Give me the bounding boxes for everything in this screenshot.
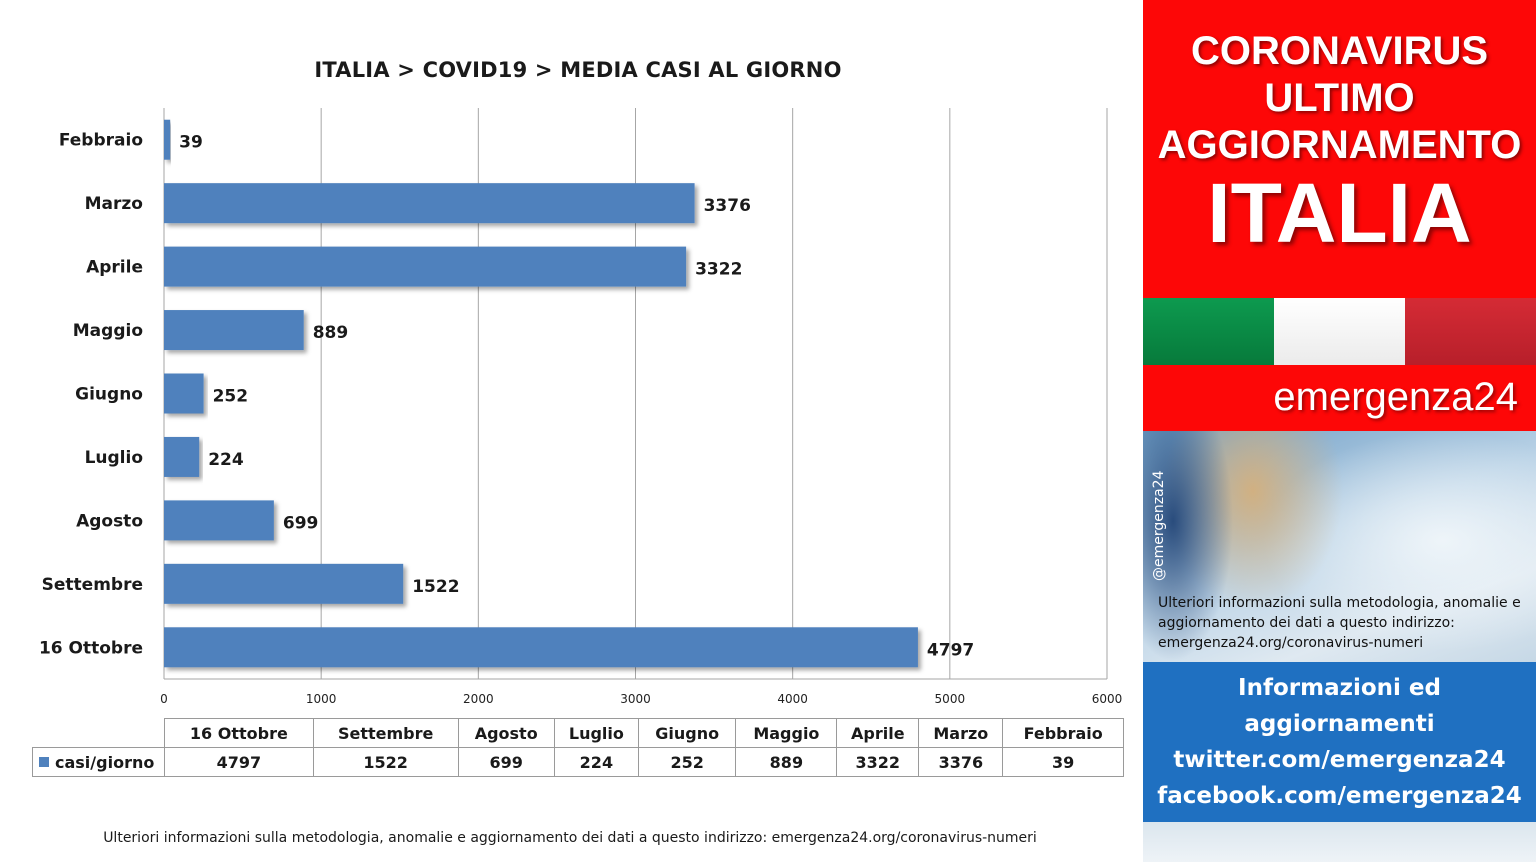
header-line: ULTIMO (1264, 76, 1415, 120)
y-category-label: Agosto (76, 511, 143, 531)
data-table-row: casi/giorno 4797 1522 699 224 252 889 33… (32, 747, 1124, 777)
data-label: 3322 (695, 260, 742, 280)
panel-note: Ulteriori informazioni sulla metodologia… (1158, 595, 1521, 651)
bar-chart: 0 1000 2000 3000 4000 5000 6000 39 Febbraio 3376 M… (39, 108, 1123, 706)
bar (164, 436, 200, 477)
data-table-cell: 224 (553, 747, 639, 777)
y-category-label: 16 Ottobre (39, 638, 143, 658)
brand-logo: emergenza24 (1273, 375, 1518, 419)
data-table-header-cell: Giugno (637, 718, 737, 748)
data-table-header-cell: Luglio (553, 718, 639, 748)
x-tick-label: 0 (160, 692, 168, 706)
panel-bottom-strip (1143, 822, 1536, 862)
data-table-header-row: 16 Ottobre Settembre Agosto Luglio Giugn… (33, 718, 1124, 748)
country-title: ITALIA (1207, 166, 1472, 260)
bar (164, 183, 695, 224)
bar (164, 310, 304, 351)
data-label: 1522 (412, 577, 459, 597)
header-line: CORONAVIRUS (1190, 29, 1489, 73)
flag-red-stripe (1405, 298, 1536, 365)
facebook-link[interactable]: facebook.com/emergenza24 (1157, 783, 1522, 809)
bar (164, 563, 404, 604)
brand-bar: emergenza24 (1143, 365, 1536, 431)
y-category-label: Luglio (85, 448, 143, 468)
y-category-label: Febbraio (59, 131, 143, 151)
bar (164, 500, 274, 541)
info-line: Informazioni ed (1238, 675, 1441, 701)
data-label: 4797 (927, 640, 974, 660)
bar (164, 373, 204, 414)
italian-flag (1143, 298, 1536, 365)
data-label: 224 (208, 450, 244, 470)
data-table-cell: 1522 (312, 747, 459, 777)
info-box: Informazioni ed aggiornamenti twitter.co… (1143, 662, 1536, 822)
y-category-label: Settembre (42, 575, 143, 595)
data-table-header-cell: Maggio (735, 718, 838, 748)
data-table-header-cell: Aprile (836, 718, 920, 748)
data-label: 889 (313, 323, 349, 343)
data-table: 16 Ottobre Settembre Agosto Luglio Giugn… (32, 718, 1124, 777)
data-label: 39 (179, 133, 203, 153)
x-tick-label: 1000 (306, 692, 337, 706)
data-table-cell: 699 (457, 747, 555, 777)
bar (164, 627, 918, 668)
flag-white-stripe (1274, 298, 1405, 365)
data-table-series-label: casi/giorno (32, 747, 165, 777)
y-category-label: Aprile (86, 258, 143, 278)
data-table-cell: 889 (735, 747, 838, 777)
data-label: 252 (213, 387, 249, 407)
y-category-label: Marzo (85, 194, 143, 214)
y-category-label: Giugno (75, 385, 143, 405)
panel-header: CORONAVIRUS ULTIMO AGGIORNAMENTO ITALIA (1143, 0, 1536, 298)
data-table-corner (33, 719, 165, 748)
chart-title: ITALIA > COVID19 > MEDIA CASI AL GIORNO (314, 58, 842, 82)
side-panel: CORONAVIRUS ULTIMO AGGIORNAMENTO ITALIA … (1143, 0, 1536, 862)
methodology-note: Ulteriori informazioni sulla metodologia… (103, 830, 1037, 846)
x-tick-label: 5000 (935, 692, 966, 706)
data-table-cell: 3376 (918, 747, 1004, 777)
data-table-header-cell: Agosto (457, 718, 555, 748)
bar (164, 246, 687, 287)
data-table-header-cell: Marzo (918, 718, 1004, 748)
data-table-header-cell: 16 Ottobre (164, 718, 314, 748)
x-tick-label: 4000 (777, 692, 808, 706)
x-tick-label: 2000 (463, 692, 494, 706)
x-tick-label: 3000 (620, 692, 651, 706)
bar (164, 119, 171, 160)
data-table-cell: 39 (1002, 747, 1124, 777)
header-line: AGGIORNAMENTO (1157, 123, 1522, 167)
x-tick-label: 6000 (1092, 692, 1123, 706)
series-name: casi/giorno (55, 752, 155, 772)
flag-green-stripe (1143, 298, 1274, 365)
data-label: 3376 (704, 196, 751, 216)
background-photo: @emergenza24 Ulteriori informazioni sull… (1143, 431, 1536, 662)
data-table-cell: 4797 (164, 747, 314, 777)
twitter-link[interactable]: twitter.com/emergenza24 (1173, 747, 1506, 773)
info-line: aggiornamenti (1244, 711, 1435, 737)
legend-key-icon (39, 757, 49, 767)
data-table-header-cell: Settembre (312, 718, 459, 748)
data-table-cell: 252 (637, 747, 737, 777)
y-category-label: Maggio (73, 321, 143, 341)
data-table-cell: 3322 (836, 747, 920, 777)
data-table-header-cell: Febbraio (1002, 718, 1124, 748)
twitter-handle: @emergenza24 (1151, 470, 1167, 582)
data-label: 699 (283, 513, 319, 533)
